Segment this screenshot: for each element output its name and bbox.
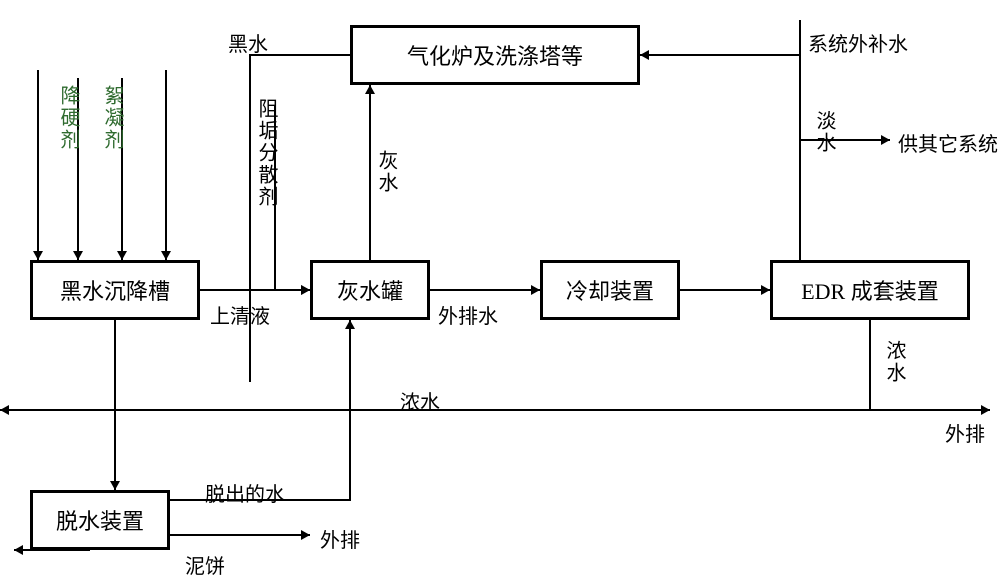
arrow-head (640, 50, 649, 60)
arrow-head (345, 320, 355, 329)
arrow-head (301, 530, 310, 540)
arrow-head (161, 251, 171, 260)
node-label: 冷却装置 (566, 274, 654, 306)
arrow-head (531, 285, 540, 295)
node-label: 脱水装置 (56, 504, 144, 536)
edge-label-cake: 泥饼 (185, 550, 225, 579)
node-label: EDR 成套装置 (801, 274, 939, 306)
arrow-head (73, 251, 83, 260)
node-gasifier: 气化炉及洗涤塔等 (350, 25, 640, 85)
edge-label-to_other: 供其它系统 (898, 128, 998, 157)
node-label: 黑水沉降槽 (60, 274, 170, 306)
arrow-head (761, 285, 770, 295)
edge-label-flocculant: 絮凝剂 (98, 85, 127, 151)
edge-label-supernatant: 上清液 (210, 300, 270, 329)
node-edr: EDR 成套装置 (770, 260, 970, 320)
edge-label-out_discharge: 外排 (945, 418, 985, 447)
edge-label-antiscalant: 阻垢分散剂 (252, 98, 281, 208)
edge-label-ext_makeup: 系统外补水 (808, 28, 908, 57)
arrow-head (881, 135, 890, 145)
edge-label-reducer: 降硬剂 (54, 85, 83, 151)
edge-label-fresh_water: 淡水 (810, 110, 839, 154)
edge-label-conc_water_h: 浓水 (400, 386, 440, 415)
arrow-head (110, 481, 120, 490)
node-cooler: 冷却装置 (540, 260, 680, 320)
arrow-head (981, 405, 990, 415)
node-settler: 黑水沉降槽 (30, 260, 200, 320)
arrow-head (33, 251, 43, 260)
node-label: 气化炉及洗涤塔等 (407, 39, 583, 71)
edge-label-out_discharge2: 外排 (320, 524, 360, 553)
edge-label-black_water: 黑水 (228, 28, 268, 57)
arrow-head (365, 85, 375, 94)
node-dewater: 脱水装置 (30, 490, 170, 550)
edge-label-conc_water_v: 浓水 (880, 340, 909, 384)
node-label: 灰水罐 (337, 274, 403, 306)
node-greytank: 灰水罐 (310, 260, 430, 320)
arrow-head (117, 251, 127, 260)
arrow-head (0, 405, 9, 415)
edge-label-removed_water: 脱出的水 (205, 478, 285, 507)
edge-label-grey_water: 灰水 (372, 150, 401, 194)
edge-label-discharge: 外排水 (438, 300, 498, 329)
arrow-head (14, 545, 23, 555)
arrow-head (301, 285, 310, 295)
